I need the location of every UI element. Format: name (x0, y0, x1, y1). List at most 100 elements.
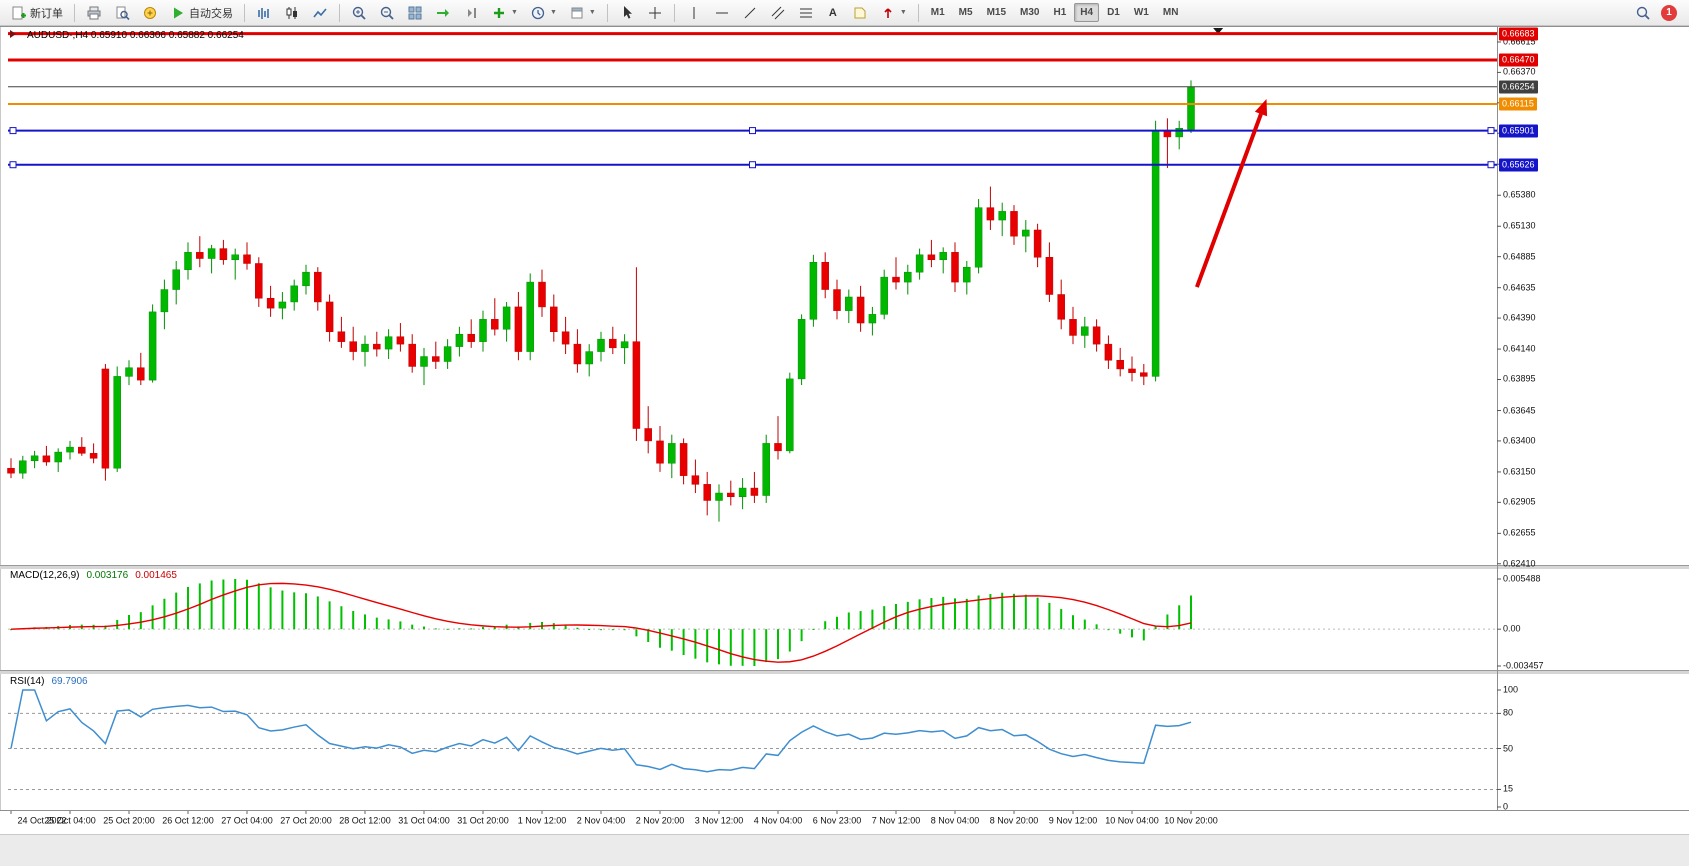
candle-body (927, 254, 936, 261)
candle-body (1010, 211, 1018, 237)
candle-body (290, 285, 298, 303)
zoom-out-button[interactable] (374, 2, 400, 24)
tf-button-m1[interactable]: M1 (930, 7, 945, 18)
crosshair-button[interactable] (642, 2, 668, 24)
panel-separator[interactable] (0, 566, 1689, 569)
candle-body (963, 266, 971, 283)
arrows-tool-button[interactable]: ▼ (875, 2, 912, 24)
macd-histogram-bar (187, 586, 189, 630)
candle-body (255, 263, 263, 299)
macd-histogram-bar (116, 619, 119, 630)
macd-histogram-bar (340, 606, 343, 630)
indicators-button[interactable]: ▼ (486, 2, 523, 24)
toolbar-right-group: 1 (1635, 4, 1677, 21)
tf-button-w1[interactable]: W1 (1133, 7, 1149, 18)
tf-button-h1[interactable]: H1 (1053, 7, 1067, 18)
print-button[interactable] (81, 2, 107, 24)
tf-button-m30[interactable]: M30 (1020, 7, 1040, 18)
notification-badge[interactable]: 1 (1661, 4, 1677, 21)
templates-button[interactable]: ▼ (564, 2, 601, 24)
arrow-tool-icon (884, 7, 892, 18)
metaeditor-icon (144, 6, 156, 19)
macd-histogram-bar (954, 598, 956, 630)
vertical-line-tool-button[interactable] (681, 2, 707, 24)
candle-body (585, 351, 593, 365)
macd-histogram-bar (1142, 629, 1145, 641)
candle-body (1081, 326, 1089, 336)
search-icon[interactable] (1635, 5, 1651, 21)
candle-body (172, 269, 180, 290)
new-order-icon (12, 6, 26, 19)
zoom-in-button[interactable] (346, 2, 372, 24)
candle-body (644, 428, 652, 442)
candlestick-chart-button[interactable] (279, 2, 305, 24)
macd-histogram-bar (269, 587, 272, 630)
metaeditor-button[interactable] (137, 2, 163, 24)
level-handle[interactable] (749, 127, 756, 135)
macd-histogram-bar (1107, 629, 1110, 631)
line-chart-button[interactable] (307, 2, 333, 24)
level-handle[interactable] (749, 161, 756, 169)
candle-body (101, 368, 110, 469)
candle-body (1128, 368, 1136, 373)
macd-histogram-bar (1072, 615, 1074, 630)
new-order-button[interactable]: 新订单 (6, 2, 68, 24)
trendline-tool-button[interactable] (737, 2, 763, 24)
candle-body (797, 319, 806, 380)
print-preview-button[interactable] (109, 2, 135, 24)
macd-histogram-bar (741, 629, 744, 666)
candle-body (632, 341, 641, 429)
trend-arrow[interactable] (1195, 113, 1263, 288)
macd-histogram-bar (847, 612, 850, 630)
channel-tool-button[interactable] (765, 2, 791, 24)
tf-button-h4[interactable]: H4 (1074, 3, 1100, 22)
level-handle[interactable] (1487, 127, 1495, 135)
periods-button[interactable]: ▼ (525, 2, 562, 24)
level-handle[interactable] (1487, 161, 1495, 169)
candle-body (502, 306, 511, 330)
panel-separator[interactable] (0, 671, 1689, 674)
candle-body (19, 460, 27, 474)
candle-body (78, 446, 86, 454)
tile-windows-button[interactable] (402, 2, 428, 24)
label-tool-button[interactable] (847, 2, 873, 24)
chart-shift-button[interactable] (458, 2, 484, 24)
macd-histogram-bar (659, 629, 661, 648)
candle-body (1116, 360, 1124, 370)
candle-body (904, 271, 912, 283)
auto-trading-button[interactable]: 自动交易 (165, 2, 238, 24)
macd-histogram-bar (458, 628, 461, 630)
candle-body (774, 443, 782, 452)
macd-histogram-bar (635, 629, 638, 637)
macd-histogram-bar (493, 626, 496, 630)
auto-scroll-button[interactable] (430, 2, 456, 24)
candle-body (951, 252, 959, 283)
fibonacci-tool-button[interactable] (793, 2, 819, 24)
text-tool-button[interactable]: A (821, 2, 845, 24)
print-preview-icon (116, 6, 130, 20)
tf-button-d1[interactable]: D1 (1107, 7, 1120, 18)
candle-body (998, 211, 1006, 221)
level-handle[interactable] (9, 161, 17, 169)
tf-button-mn[interactable]: MN (1162, 7, 1179, 18)
candle-body (1069, 319, 1077, 336)
candle-body (833, 289, 841, 311)
label-tag-icon (854, 7, 866, 18)
macd-histogram-bar (210, 580, 213, 630)
bar-chart-button[interactable] (251, 2, 277, 24)
candle-body (880, 276, 888, 315)
tf-button-m15[interactable]: M15 (986, 7, 1007, 18)
level-handle[interactable] (9, 127, 17, 135)
trend-arrow-head[interactable] (1254, 98, 1268, 117)
macd-histogram-bar (387, 619, 390, 630)
candle-body (467, 333, 475, 342)
candle-body (7, 467, 15, 474)
candle-body (1022, 229, 1030, 237)
macd-histogram-bar (965, 598, 968, 630)
macd-histogram-bar (942, 596, 945, 630)
cursor-button[interactable] (614, 2, 640, 24)
chevron-down-icon: ▼ (588, 9, 596, 16)
horizontal-line-tool-button[interactable] (709, 2, 735, 24)
tf-button-m5[interactable]: M5 (958, 7, 973, 18)
